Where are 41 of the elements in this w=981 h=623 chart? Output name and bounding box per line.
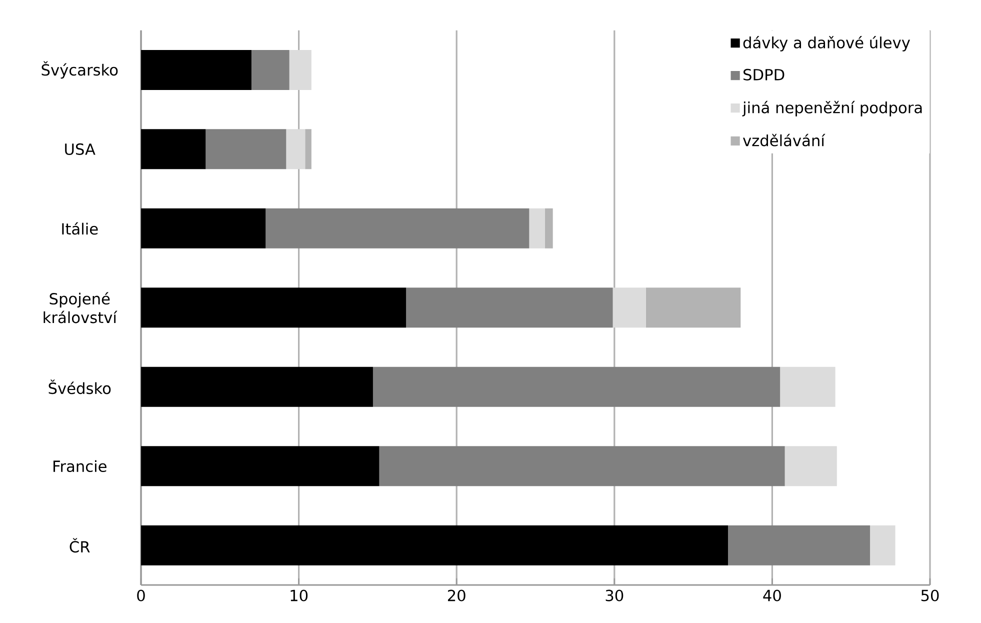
bar xyxy=(780,366,836,407)
bar xyxy=(544,208,553,248)
y-tick-label: Itálie xyxy=(62,222,98,235)
bar xyxy=(646,288,741,328)
legend-label: dávky a daňové úlevy xyxy=(743,36,910,52)
x-tick-label: 20 xyxy=(448,590,466,602)
bar xyxy=(870,525,896,566)
x-tick-label: 40 xyxy=(763,590,781,602)
legend-label: jiná nepeněžní podpora xyxy=(742,100,922,116)
bar xyxy=(251,50,290,90)
bar xyxy=(206,129,286,170)
bar xyxy=(141,129,206,170)
bar xyxy=(141,50,252,90)
y-tick-label: Švýcarsko xyxy=(42,61,118,79)
x-tick-label: 50 xyxy=(921,590,939,602)
bar xyxy=(286,129,306,170)
bar xyxy=(612,288,646,328)
y-tick-label: Švédsko xyxy=(48,380,111,394)
y-tick-label: USA xyxy=(65,143,96,155)
y-tick-label: Francie xyxy=(54,460,106,472)
bar xyxy=(784,446,837,486)
bar xyxy=(141,208,266,248)
bar xyxy=(529,208,545,248)
x-tick-label: 10 xyxy=(290,590,308,602)
x-tick-label: 30 xyxy=(606,590,624,602)
bar xyxy=(305,129,312,170)
y-tick-label: Spojené království xyxy=(44,292,118,324)
legend-label: vzdělávání xyxy=(742,134,826,146)
bar xyxy=(141,446,380,486)
bar xyxy=(379,446,785,486)
bar xyxy=(141,366,373,407)
bar xyxy=(406,288,613,328)
bar xyxy=(372,366,780,407)
y-tick-label: ČR xyxy=(70,538,90,553)
bar xyxy=(728,525,870,566)
bar xyxy=(141,288,406,328)
bar xyxy=(141,525,728,566)
x-tick-label: 0 xyxy=(137,590,145,602)
bar xyxy=(266,208,530,248)
legend-label: SDPD xyxy=(744,68,784,80)
bar xyxy=(289,50,312,90)
